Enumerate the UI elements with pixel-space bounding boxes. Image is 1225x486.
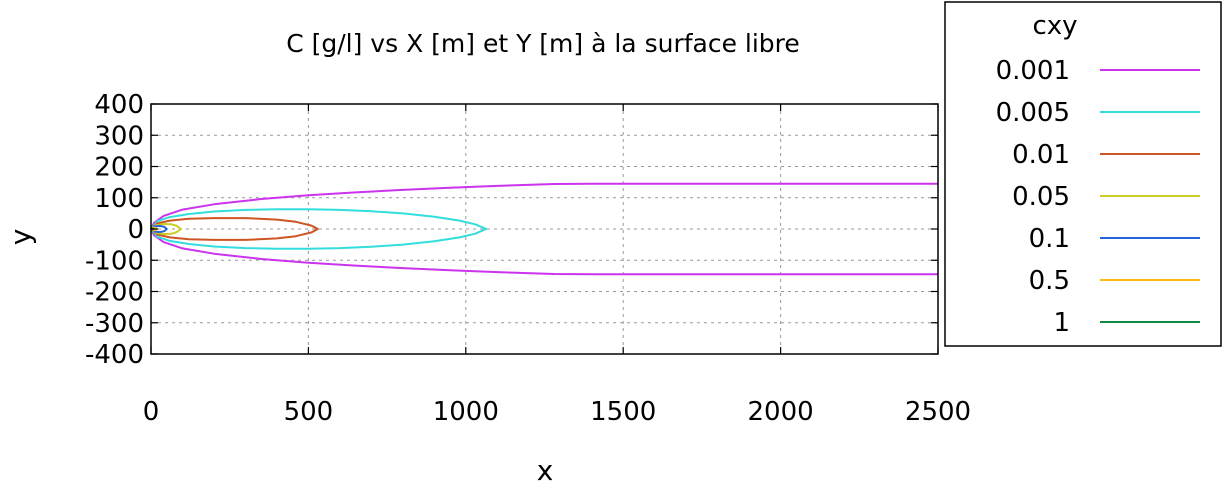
axis-ticks: 0 500 1000 1500 2000 25004003002001000-100-20… [85, 90, 971, 427]
legend-item-label: 0.001 [996, 56, 1070, 86]
legend-title: cxy [1032, 11, 1077, 41]
y-tick-label: 200 [94, 153, 144, 183]
y-tick-label: -100 [85, 246, 144, 276]
contour-line-0-01 [150, 217, 319, 241]
y-tick-label: 400 [94, 90, 144, 120]
x-tick-label: 500 [284, 397, 334, 427]
x-axis-label: x [537, 454, 554, 486]
legend-item-label: 0.5 [1029, 266, 1070, 296]
y-tick-label: 300 [94, 121, 144, 151]
contour-line-0-1 [150, 224, 168, 234]
x-tick-label: 0 [143, 397, 160, 427]
legend-item-label: 1 [1053, 308, 1070, 338]
contour-line-0-05 [150, 223, 182, 235]
contour-line-0-005 [150, 208, 488, 250]
x-tick-label: 1500 [590, 397, 656, 427]
y-tick-label: -300 [85, 309, 144, 339]
legend: cxy 0.001 0.005 0.01 0.05 0.1 0.5 1 [944, 1, 1222, 347]
y-tick-label: 100 [94, 184, 144, 214]
grid-lines [151, 104, 938, 354]
legend-items: 0.001 0.005 0.01 0.05 0.1 0.5 1 [996, 56, 1200, 338]
x-tick-label: 2500 [905, 397, 971, 427]
legend-box [944, 1, 1222, 347]
legend-item-label: 0.005 [996, 98, 1070, 128]
legend-item-label: 0.05 [1012, 182, 1070, 212]
chart-title: C [g/l] vs X [m] et Y [m] à la surface l… [286, 29, 800, 58]
y-axis-label: y [4, 229, 37, 246]
legend-item-label: 0.1 [1029, 224, 1070, 254]
x-tick-label: 1000 [433, 397, 499, 427]
x-tick-label: 2000 [748, 397, 814, 427]
y-tick-label: 0 [127, 215, 144, 245]
y-tick-label: -200 [85, 278, 144, 308]
legend-item-label: 0.01 [1012, 140, 1070, 170]
y-tick-label: -400 [85, 340, 144, 370]
